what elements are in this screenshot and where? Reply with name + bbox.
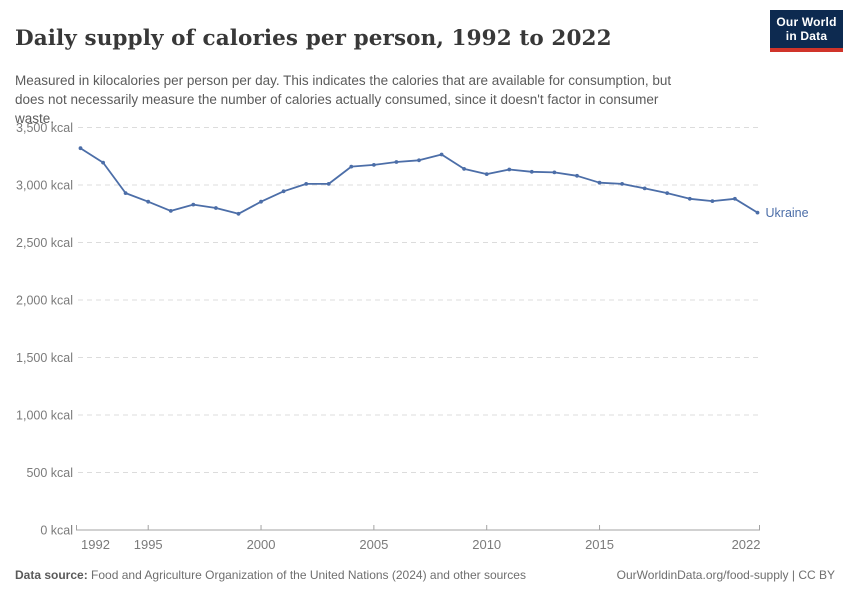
y-tick-label: 1,000 kcal bbox=[16, 409, 73, 423]
data-point[interactable] bbox=[349, 164, 354, 169]
owid-logo-line1: Our World bbox=[776, 15, 837, 29]
y-tick-label: 3,000 kcal bbox=[16, 179, 73, 193]
data-point[interactable] bbox=[191, 202, 196, 207]
page-title: Daily supply of calories per person, 199… bbox=[15, 26, 612, 52]
y-axis-labels: 0 kcal 500 kcal 1,000 kcal 1,500 kcal 2,000 … bbox=[16, 121, 73, 538]
data-point[interactable] bbox=[168, 209, 173, 213]
data-point[interactable] bbox=[394, 160, 399, 164]
x-tick-label: 2015 bbox=[585, 537, 614, 552]
chart-subtitle: Measured in kilocalories per person per … bbox=[15, 72, 672, 126]
y-tick-label: 0 kcal bbox=[40, 524, 73, 538]
data-point[interactable] bbox=[620, 182, 624, 186]
y-tick-label: 1,500 kcal bbox=[16, 351, 73, 365]
data-point[interactable] bbox=[710, 199, 715, 204]
y-tick-label: 500 kcal bbox=[26, 466, 73, 480]
owid-logo-red-bar bbox=[770, 48, 843, 52]
data-point[interactable] bbox=[507, 167, 512, 172]
data-point[interactable] bbox=[755, 210, 760, 215]
data-source-text: Food and Agriculture Organization of the… bbox=[87, 568, 526, 582]
data-point[interactable] bbox=[259, 199, 263, 204]
chart-footer: Data source: Food and Agriculture Organi… bbox=[15, 568, 835, 588]
data-point[interactable] bbox=[642, 186, 647, 191]
data-point[interactable] bbox=[281, 189, 286, 194]
owid-logo-box: Our World in Data bbox=[770, 10, 843, 48]
ukraine-line-series[interactable] bbox=[79, 147, 759, 215]
data-point[interactable] bbox=[236, 211, 241, 216]
owid-logo[interactable]: Our World in Data bbox=[770, 10, 843, 52]
data-point[interactable] bbox=[146, 199, 151, 204]
data-point[interactable] bbox=[304, 182, 309, 186]
x-axis: 1992 1995 2000 2005 2010 2015 2022 bbox=[76, 525, 761, 552]
x-tick-label: 1992 bbox=[81, 537, 110, 552]
x-tick-label: 1995 bbox=[134, 537, 163, 552]
x-tick-label: 2000 bbox=[247, 537, 276, 552]
data-point[interactable] bbox=[597, 180, 602, 185]
data-point[interactable] bbox=[733, 196, 737, 201]
data-point[interactable] bbox=[575, 173, 579, 178]
data-point[interactable] bbox=[372, 163, 376, 167]
y-tick-label: 3,500 kcal bbox=[16, 121, 73, 135]
data-point[interactable] bbox=[462, 167, 466, 171]
data-point[interactable] bbox=[439, 152, 444, 157]
data-source-note: Data source: Food and Agriculture Organi… bbox=[15, 568, 526, 588]
data-point[interactable] bbox=[417, 158, 421, 163]
data-point[interactable] bbox=[665, 191, 670, 196]
data-source-label: Data source: bbox=[15, 568, 88, 582]
entity-label-ukraine[interactable]: Ukraine bbox=[766, 206, 809, 220]
data-point[interactable] bbox=[552, 170, 557, 175]
data-point-markers[interactable] bbox=[78, 146, 760, 216]
data-point[interactable] bbox=[214, 206, 218, 210]
gridlines bbox=[78, 127, 762, 473]
data-point[interactable] bbox=[484, 172, 489, 177]
data-point[interactable] bbox=[687, 196, 692, 201]
data-point[interactable] bbox=[78, 146, 83, 151]
y-tick-label: 2,500 kcal bbox=[16, 236, 73, 250]
y-tick-label: 2,000 kcal bbox=[16, 294, 73, 308]
owid-citation-link[interactable]: OurWorldinData.org/food-supply | CC BY bbox=[616, 568, 835, 582]
x-tick-label: 2005 bbox=[359, 537, 388, 552]
data-point[interactable] bbox=[101, 160, 105, 165]
data-point[interactable] bbox=[326, 182, 331, 186]
data-point[interactable] bbox=[123, 191, 128, 196]
x-tick-label: 2010 bbox=[472, 537, 501, 552]
line-chart[interactable]: 0 kcal 500 kcal 1,000 kcal 1,500 kcal 2,000 … bbox=[0, 0, 850, 560]
data-point[interactable] bbox=[529, 169, 534, 174]
x-tick-label: 2022 bbox=[732, 537, 761, 552]
owid-logo-line2: in Data bbox=[785, 29, 828, 43]
